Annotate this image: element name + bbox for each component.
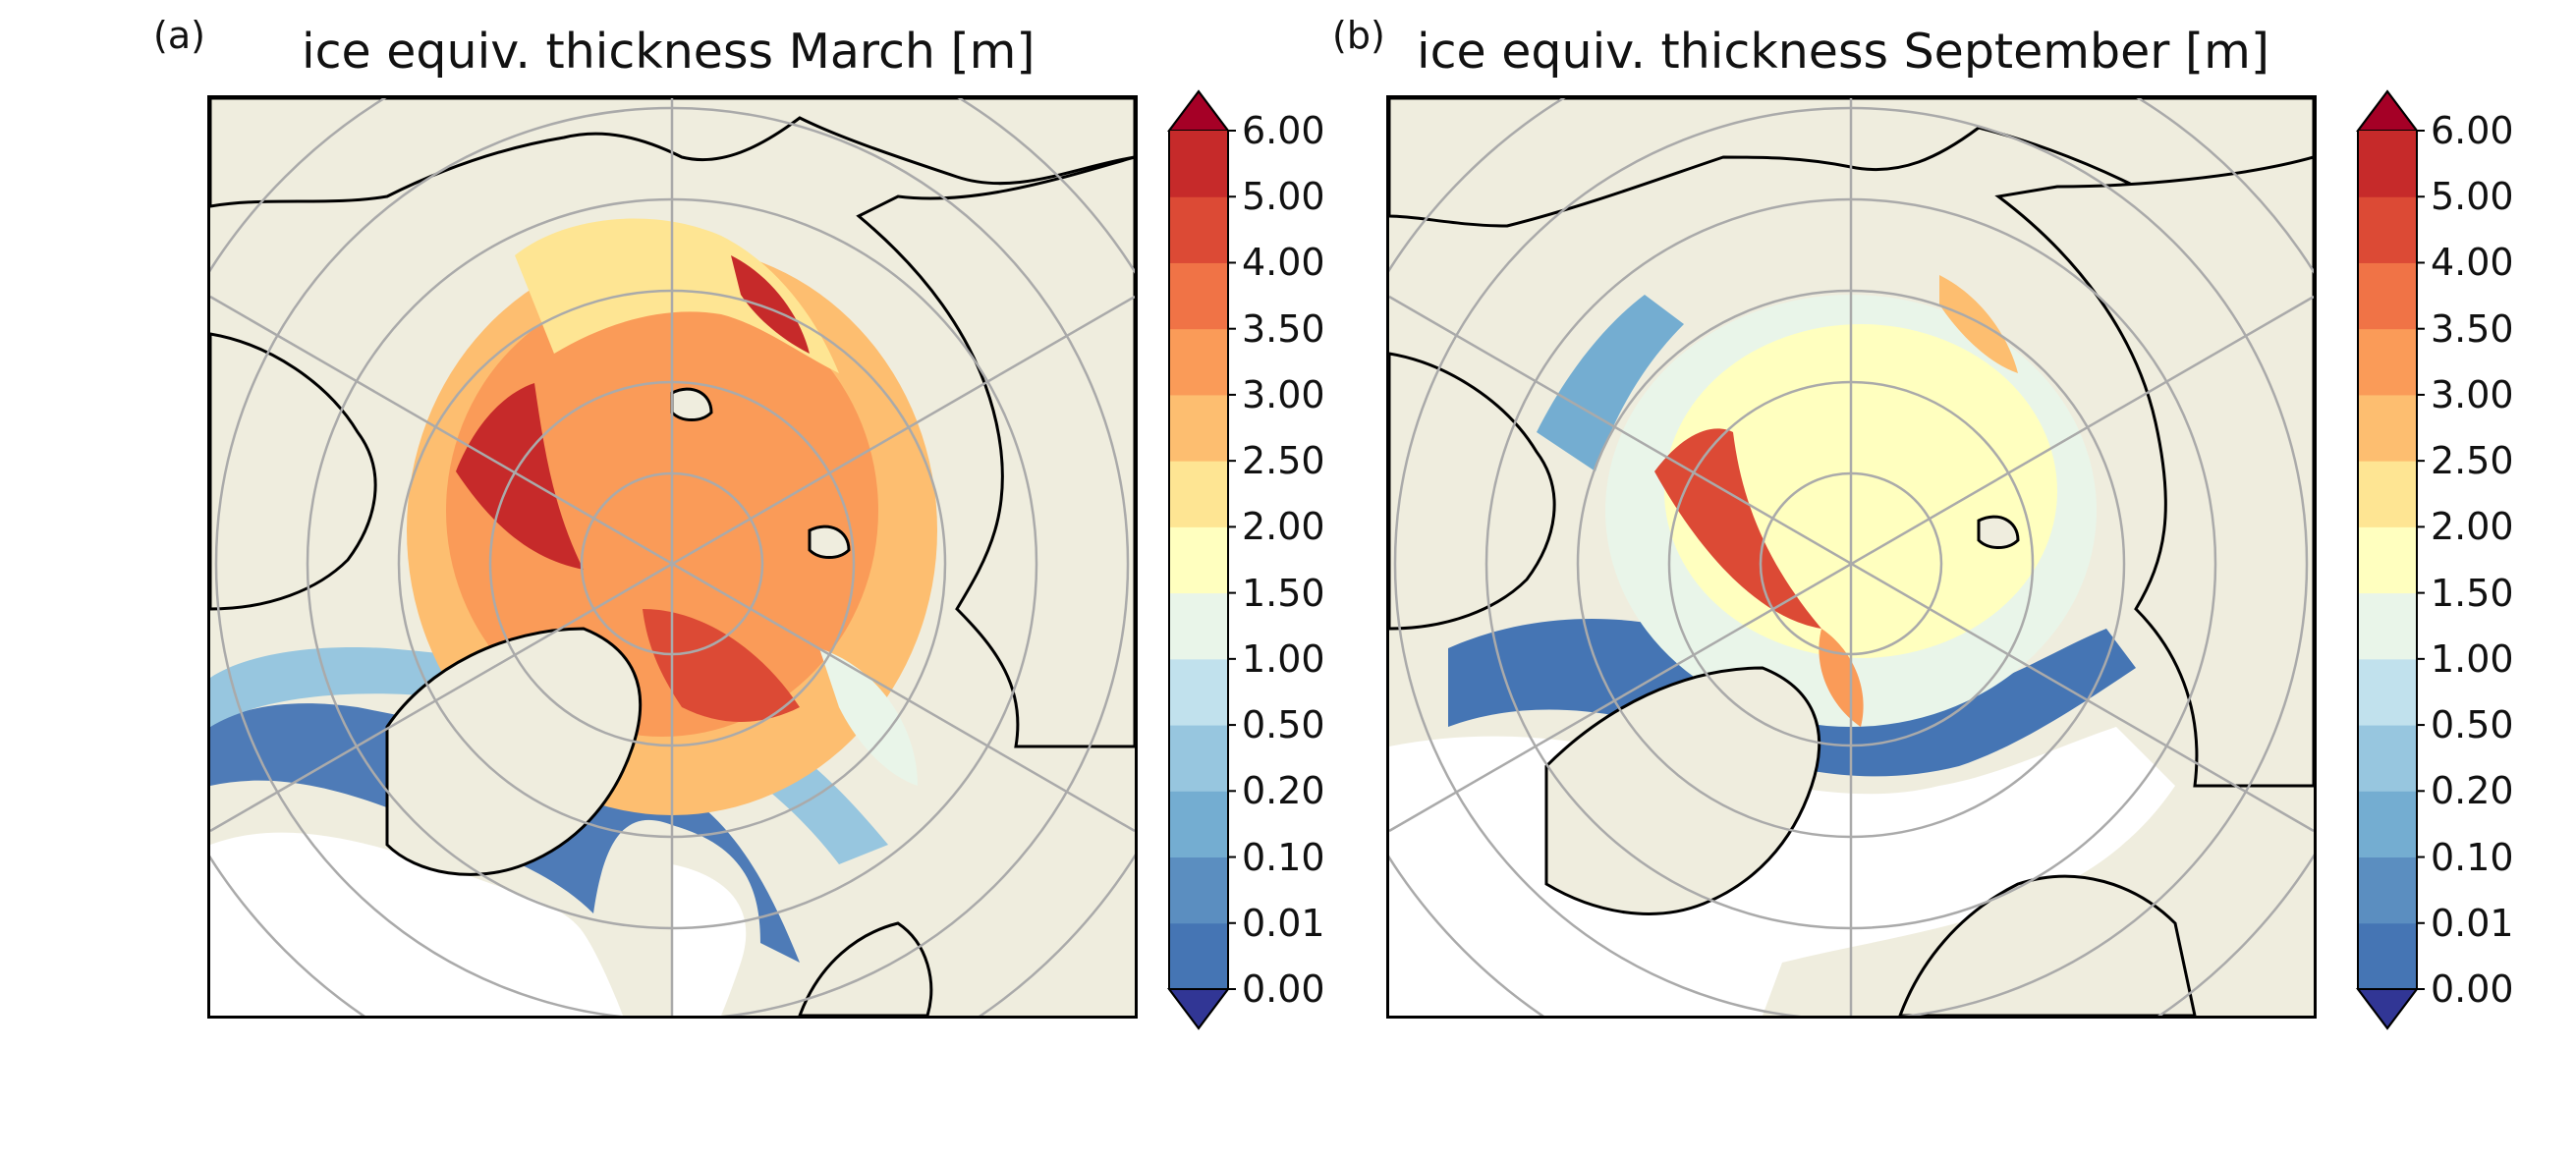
colorbar-tick-label: 0.01 [2431, 901, 2514, 945]
colorbar-tick-label: 3.00 [2431, 372, 2514, 416]
colorbar-bin [2358, 526, 2417, 594]
colorbar-tick-label: 2.00 [1242, 505, 1325, 549]
colorbar-svg [2356, 89, 2425, 1030]
colorbar-bin [2358, 461, 2417, 527]
colorbar-svg [1167, 89, 1236, 1030]
map-canvas [1389, 98, 2314, 1016]
open-ocean [210, 832, 623, 1016]
colorbar-tick-label: 0.10 [1242, 835, 1325, 879]
thin-ice-band [1537, 295, 1684, 471]
colorbar-extend-over [2356, 89, 2419, 132]
colorbar-tick-label: 0.20 [2431, 769, 2514, 813]
ice-siberia [1939, 275, 2018, 373]
colorbar-bin [1169, 658, 1228, 726]
colorbar-tick-label: 5.00 [2431, 175, 2514, 219]
colorbar-tick-label: 1.50 [2431, 571, 2514, 615]
colorbar-bin [1169, 725, 1228, 792]
colorbar-bin [1169, 592, 1228, 660]
ice-pack-core [446, 285, 878, 737]
colorbar-tick-label: 0.50 [2431, 703, 2514, 747]
colorbar-bin [1169, 328, 1228, 396]
ice-beaufort [515, 218, 839, 373]
colorbar-tick-label: 0.20 [1242, 769, 1325, 813]
colorbar-tick-label: 4.00 [2431, 241, 2514, 285]
colorbar-bin [2358, 791, 2417, 858]
colorbar-tick-label: 1.50 [1242, 571, 1325, 615]
ice-barents [643, 609, 800, 722]
panel-title: ice equiv. thickness September [m] [1417, 24, 2269, 80]
colorbar-bin [1169, 461, 1228, 527]
colorbar-tick-label: 0.50 [1242, 703, 1325, 747]
land-greenland [1544, 666, 1821, 915]
colorbar-bin [2358, 394, 2417, 462]
island [808, 525, 851, 559]
colorbar-extend-under [2356, 988, 2419, 1030]
graticule [210, 98, 1135, 1016]
land-west [1389, 352, 1556, 631]
colorbar-tick-label: 0.00 [1242, 967, 1325, 1011]
colorbar-bin [2358, 196, 2417, 263]
colorbar-tick-label: 0.10 [2431, 835, 2514, 879]
colorbar-tick-label: 2.00 [2431, 505, 2514, 549]
land-greenland [385, 627, 643, 876]
ice-thick-greenland [1819, 629, 1864, 727]
colorbar-tick-label: 1.00 [1242, 636, 1325, 681]
island [670, 387, 713, 421]
map-march [207, 95, 1138, 1019]
map-september [1386, 95, 2317, 1019]
land-scandinavia [1898, 874, 2197, 1016]
land-west [210, 332, 377, 611]
colorbar-tick-label: 6.00 [2431, 109, 2514, 152]
colorbar-bin [1169, 922, 1228, 990]
map-canvas [210, 98, 1135, 1016]
panel-letter: (b) [1332, 14, 1385, 57]
ice-thick-cda [1654, 428, 1821, 629]
panel-title: ice equiv. thickness March [m] [302, 24, 1036, 80]
panel-b: (b) ice equiv. thickness September [m] [1189, 0, 2514, 1160]
colorbar-tick-label: 3.50 [1242, 306, 1325, 351]
colorbar-bin [2358, 725, 2417, 792]
colorbar-tick-label: 0.01 [1242, 901, 1325, 945]
colorbar-bin [1169, 791, 1228, 858]
colorbar-tick-label: 0.00 [2431, 967, 2514, 1011]
colorbar-bin [2358, 856, 2417, 924]
ice-kara [819, 648, 918, 786]
colorbar-bin [2358, 262, 2417, 330]
open-ocean [672, 864, 747, 1016]
panel-a: (a) ice equiv. thickness March [m] [0, 0, 1325, 1160]
panel-letter: (a) [153, 14, 205, 57]
colorbar-tick-label: 1.00 [2431, 636, 2514, 681]
colorbar-tick-label: 6.00 [1242, 109, 1325, 152]
colorbar-tick-label: 2.50 [1242, 439, 1325, 483]
colorbar-tick-label: 3.00 [1242, 372, 1325, 416]
colorbar-bin [1169, 131, 1228, 197]
colorbar-bin [2358, 922, 2417, 990]
land-east [856, 155, 1135, 748]
colorbar-bin [1169, 526, 1228, 594]
ice-thick-siberia [731, 255, 810, 354]
land-scandinavia [798, 921, 933, 1016]
land-east [1994, 155, 2314, 788]
colorbar-bin [2358, 328, 2417, 396]
colorbar-bin [2358, 658, 2417, 726]
colorbar-bin [1169, 394, 1228, 462]
colorbar-tick-label: 3.50 [2431, 306, 2514, 351]
colorbar [1167, 89, 1236, 1030]
colorbar [2356, 89, 2425, 1030]
island [1977, 515, 2020, 549]
colorbar-tick-label: 4.00 [1242, 241, 1325, 285]
colorbar-tick-label: 5.00 [1242, 175, 1325, 219]
colorbar-bin [2358, 592, 2417, 660]
colorbar-tick-label: 2.50 [2431, 439, 2514, 483]
colorbar-bin [1169, 196, 1228, 263]
colorbar-bin [2358, 131, 2417, 197]
colorbar-bin [1169, 262, 1228, 330]
graticule [1389, 98, 2314, 1016]
colorbar-bin [1169, 856, 1228, 924]
